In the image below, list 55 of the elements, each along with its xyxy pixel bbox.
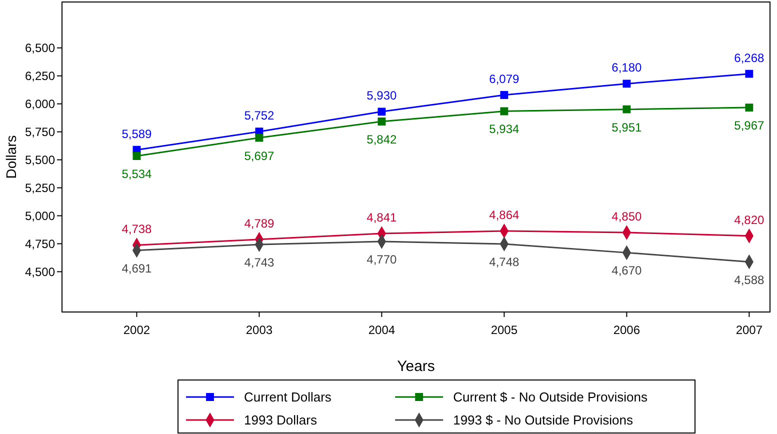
point bbox=[500, 91, 508, 99]
data-label: 4,748 bbox=[489, 254, 520, 269]
data-label: 5,589 bbox=[122, 126, 152, 141]
legend-label: 1993 $ - No Outside Provisions bbox=[453, 412, 634, 428]
data-label: 4,864 bbox=[489, 208, 520, 222]
x-tick-label: 2005 bbox=[490, 323, 518, 337]
data-label: 5,934 bbox=[489, 122, 520, 136]
point bbox=[378, 108, 386, 116]
y-tick-label: 6,000 bbox=[24, 97, 56, 112]
y-tick-label: 4,750 bbox=[24, 236, 56, 251]
x-tick-label: 2004 bbox=[368, 323, 396, 337]
data-label: 4,670 bbox=[612, 264, 642, 278]
y-tick-label: 5,750 bbox=[24, 125, 56, 140]
y-tick-label: 5,250 bbox=[24, 180, 56, 195]
point bbox=[745, 104, 754, 112]
data-label: 4,588 bbox=[734, 272, 765, 287]
data-label: 4,738 bbox=[122, 222, 152, 236]
y-axis-title: Dollars bbox=[3, 135, 19, 179]
data-label: 5,967 bbox=[734, 118, 765, 133]
legend-label: Current Dollars bbox=[244, 390, 332, 405]
point bbox=[622, 105, 631, 114]
data-label: 5,752 bbox=[244, 108, 275, 123]
data-label: 4,820 bbox=[734, 212, 765, 227]
x-tick-label: 2002 bbox=[123, 323, 150, 337]
data-label: 6,268 bbox=[734, 50, 765, 65]
point bbox=[132, 152, 141, 160]
data-label: 5,951 bbox=[612, 120, 642, 134]
data-label: 5,842 bbox=[366, 132, 398, 147]
y-tick-label: 4,500 bbox=[24, 264, 56, 279]
data-label: 4,841 bbox=[366, 210, 398, 225]
y-tick-label: 5,500 bbox=[24, 153, 56, 167]
point bbox=[500, 107, 508, 116]
data-label: 5,534 bbox=[122, 166, 152, 181]
data-label: 4,743 bbox=[244, 256, 275, 270]
y-tick-label: 6,250 bbox=[24, 69, 56, 84]
x-tick-label: 2007 bbox=[736, 323, 763, 337]
data-label: 4,691 bbox=[122, 261, 152, 276]
x-tick-label: 2003 bbox=[246, 323, 273, 337]
x-axis-title: Years bbox=[397, 358, 435, 375]
point bbox=[745, 70, 754, 78]
y-tick-label: 6,500 bbox=[24, 41, 56, 56]
point bbox=[255, 134, 264, 142]
x-tick-label: 2006 bbox=[613, 323, 640, 337]
data-label: 4,770 bbox=[366, 252, 398, 266]
y-tick-label: 5,000 bbox=[24, 208, 56, 223]
data-label: 5,697 bbox=[244, 148, 275, 163]
point bbox=[622, 80, 631, 88]
data-label: 5,930 bbox=[366, 88, 398, 103]
legend-label: 1993 Dollars bbox=[244, 412, 318, 428]
legend-label: Current $ - No Outside Provisions bbox=[453, 390, 648, 405]
data-label: 4,850 bbox=[612, 210, 642, 224]
point bbox=[378, 118, 386, 126]
data-label: 6,079 bbox=[489, 72, 520, 86]
data-label: 6,180 bbox=[612, 60, 642, 75]
data-label: 4,789 bbox=[244, 216, 275, 230]
